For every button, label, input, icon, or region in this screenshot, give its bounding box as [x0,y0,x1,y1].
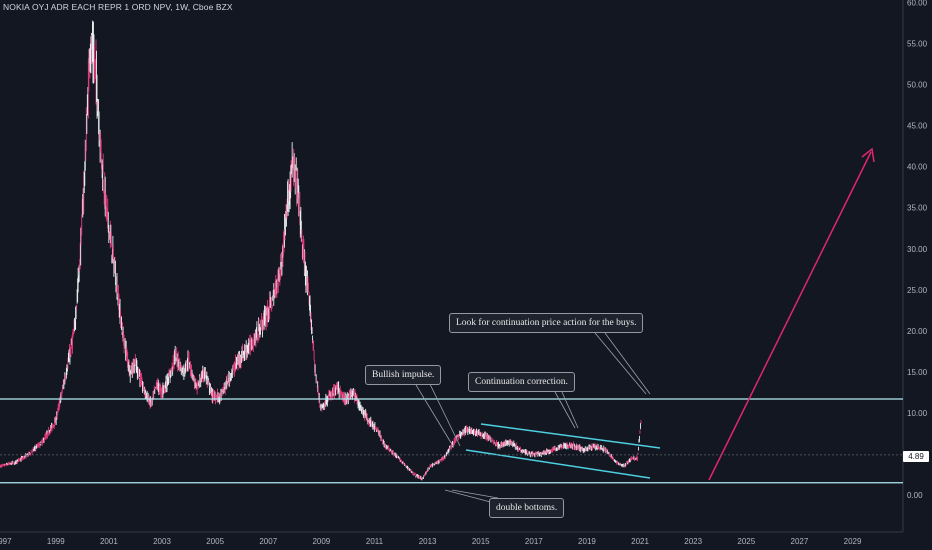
price-series [0,20,642,481]
price-tick-label: 0.00 [907,491,923,500]
time-tick-label: 2021 [631,537,649,546]
price-tick-label: 50.00 [907,81,928,90]
chart-title: NOKIA OYJ ADR EACH REPR 1 ORD NPV, 1W, C… [3,2,233,12]
time-tick-label: 2017 [525,537,543,546]
price-tick-label: 40.00 [907,163,928,172]
time-tick-label: 2013 [419,537,437,546]
last-price-tag: 4.89 [903,451,929,462]
price-tick-label: 55.00 [907,40,928,49]
price-tick-label: 60.00 [907,0,928,7]
time-tick-label: 2005 [206,537,224,546]
annotation-look-for-continuation: Look for continuation price action for t… [449,313,644,333]
projection-arrow [708,147,875,481]
time-tick-label: 2023 [684,537,702,546]
time-tick-label: 1999 [47,537,65,546]
price-tick-label: 10.00 [907,409,928,418]
time-tick-label: 2025 [737,537,755,546]
channel-upper-line [480,423,661,449]
annotation-bullish-impulse: Bullish impulse. [365,365,442,385]
time-tick-label: 2015 [472,537,490,546]
price-tick-label: 45.00 [907,122,928,131]
time-tick-label: 2009 [312,537,330,546]
time-tick-label: 2003 [153,537,171,546]
time-tick-label: 2029 [844,537,862,546]
horizontal-levels [0,398,903,484]
price-tick-label: 35.00 [907,204,928,213]
time-tick-label: 1997 [0,537,12,546]
annotation-continuation-correction: Continuation correction. [468,372,575,392]
price-tick-label: 30.00 [907,245,928,254]
price-tick-label: 20.00 [907,327,928,336]
price-tick-label: 15.00 [907,368,928,377]
time-tick-label: 2027 [791,537,809,546]
price-tick-label: 25.00 [907,286,928,295]
time-tick-label: 2001 [100,537,118,546]
time-axis: 1997 1999 2001 2003 2005 2007 2009 2011 2013 2015… [0,537,862,546]
time-tick-label: 2019 [578,537,596,546]
time-tick-label: 2011 [366,537,384,546]
annotation-double-bottoms: double bottoms. [489,498,565,518]
time-tick-label: 2007 [259,537,277,546]
